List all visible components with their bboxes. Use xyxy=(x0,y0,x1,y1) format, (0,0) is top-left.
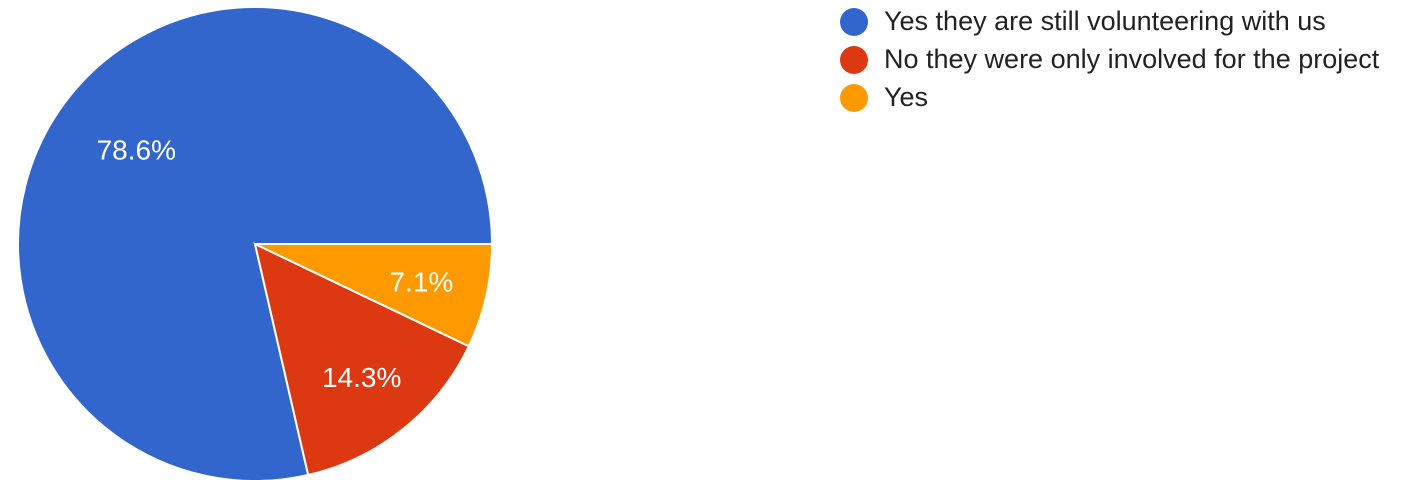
slice-label-1: 78.6% xyxy=(97,135,176,166)
slice-label-3: 7.1% xyxy=(389,267,453,298)
legend-item-1: Yes they are still volunteering with us xyxy=(840,4,1410,38)
legend-label-3: Yes xyxy=(884,82,929,112)
pie-slice-2 xyxy=(253,242,471,477)
legend-item-2: No they were only involved for the proje… xyxy=(840,42,1410,76)
legend-label-1: Yes they are still volunteering with us xyxy=(884,6,1326,36)
legend-swatch-1 xyxy=(840,8,868,36)
legend: Yes they are still volunteering with us N… xyxy=(840,4,1410,118)
legend-swatch-2 xyxy=(840,46,868,74)
pie-slice-3 xyxy=(254,243,494,348)
slice-label-2: 14.3% xyxy=(322,362,401,393)
legend-item-3: Yes xyxy=(840,80,1410,114)
legend-swatch-3 xyxy=(840,84,868,112)
legend-label-2: No they were only involved for the proje… xyxy=(884,44,1380,74)
